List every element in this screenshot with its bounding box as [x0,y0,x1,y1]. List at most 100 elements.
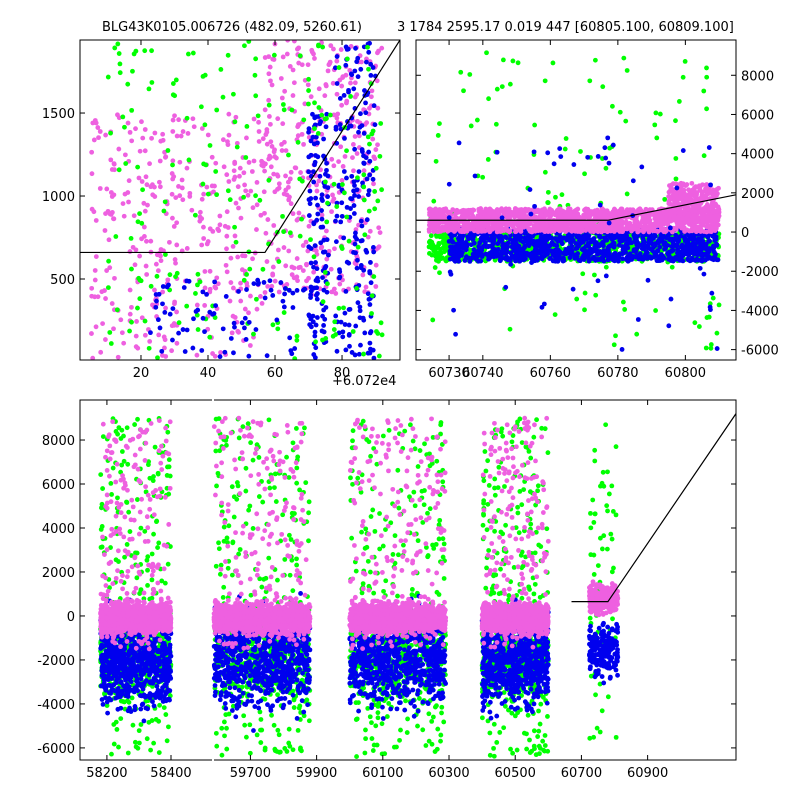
data-point-blue [212,279,218,285]
data-point-pink [673,226,679,232]
data-point-blue [683,245,689,251]
data-point-blue [307,201,313,207]
data-point-blue [568,254,573,259]
data-point-pink [296,265,302,271]
data-point-pink [174,133,180,139]
data-point-blue [176,330,181,336]
data-point-pink [127,249,133,254]
data-point-pink [152,287,157,293]
data-point-green [344,214,350,220]
data-point-blue [536,256,541,261]
data-point-pink [319,244,325,250]
data-point-blue [342,310,348,316]
data-point-blue [592,245,597,250]
data-point-pink [296,122,302,127]
data-point-pink [316,86,322,92]
data-point-pink [534,215,540,221]
data-point-pink [303,239,309,245]
data-point-pink [567,222,572,227]
data-point-green [266,177,272,183]
data-point-pink [160,289,166,295]
data-point-blue [337,122,343,127]
data-point-green [336,305,342,311]
data-point-green [313,339,318,345]
data-point-pink [665,221,671,227]
data-point-green [578,149,583,154]
data-point-green [593,292,599,298]
data-point-pink [288,169,294,175]
data-point-pink [90,355,96,360]
data-point-pink [97,129,103,134]
data-point-blue [622,247,628,253]
data-point-pink [266,114,272,119]
data-point-blue [361,153,366,159]
data-point-green [292,356,298,360]
data-point-blue [334,200,340,206]
data-point-pink [325,68,331,74]
data-point-green [244,272,249,277]
data-point-pink [295,46,300,52]
data-point-pink [224,233,230,239]
data-point-blue [315,154,321,160]
data-point-pink [304,278,309,284]
data-point-blue [601,243,606,249]
data-point-green [362,232,368,238]
data-point-green [324,219,330,225]
data-point-green [515,60,521,66]
data-point-green [366,208,372,214]
data-point-pink [133,344,139,350]
data-point-pink [330,80,336,86]
data-point-blue [348,206,353,211]
data-point-green [545,200,551,205]
data-point-pink [306,134,312,140]
data-point-blue [217,354,223,360]
data-point-green [275,326,281,332]
data-point-blue [318,119,324,124]
data-point-pink [163,154,169,160]
data-point-blue [687,234,693,240]
data-point-blue [667,237,672,242]
data-point-pink [142,234,147,239]
data-point-blue [651,235,656,241]
data-point-pink [533,208,539,213]
data-point-green [430,317,436,323]
data-point-blue [193,309,199,314]
data-point-blue [361,160,367,166]
data-point-blue [358,238,364,244]
data-point-green [532,122,538,128]
data-point-green [246,249,252,255]
data-point-green [154,273,160,279]
data-point-blue [333,218,338,224]
data-point-pink [642,227,648,232]
data-point-pink [211,189,216,195]
data-point-pink [302,101,308,107]
data-point-blue [678,251,684,257]
data-point-green [582,290,588,296]
data-point-blue [340,334,346,340]
data-point-blue [290,305,296,310]
data-point-pink [238,215,244,221]
data-point-pink [262,168,267,174]
data-point-blue [604,237,610,243]
data-point-pink [185,131,191,136]
data-point-blue [371,103,377,109]
data-point-blue [516,257,522,263]
data-point-pink [111,216,117,222]
data-point-green [184,303,190,309]
data-point-blue [313,134,319,140]
data-point-green [185,51,191,57]
data-point-pink [107,265,113,271]
data-point-green [435,133,441,138]
data-point-pink [224,209,230,215]
data-point-green [294,337,300,343]
data-point-pink [278,76,284,81]
data-point-green [458,69,464,75]
data-point-pink [433,226,438,231]
data-point-pink [305,82,311,88]
data-point-blue [568,240,573,245]
data-point-green [213,169,219,174]
data-point-pink [245,192,251,198]
data-point-blue [673,256,679,262]
data-point-green [133,48,139,54]
data-point-pink [660,215,666,220]
